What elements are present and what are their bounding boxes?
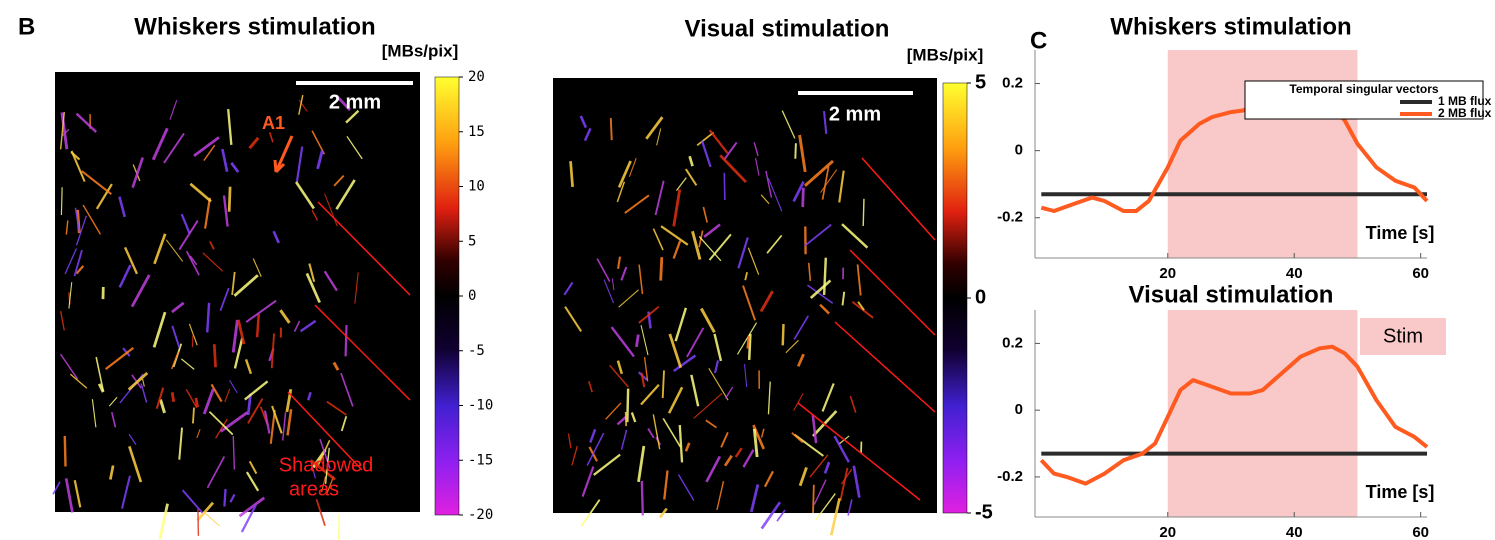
vessel: [214, 344, 215, 367]
vessel: [61, 187, 62, 215]
vessel: [65, 436, 66, 467]
colorbar-tick-label: 5: [975, 71, 986, 93]
vessel: [611, 118, 612, 140]
vessel: [663, 370, 664, 398]
vessel: [626, 412, 627, 426]
colorbar-tick-label: 0: [468, 288, 476, 304]
colorbar-label: [MBs/pix]: [382, 41, 459, 60]
colorbar-tick-label: 20: [468, 69, 485, 85]
legend-label: 2 MB flux: [1438, 106, 1492, 120]
colorbar: [943, 83, 967, 513]
vessel: [204, 512, 219, 525]
colorbar-tick-label: -5: [975, 501, 993, 523]
colorbar: [435, 77, 459, 515]
y-tick-label: 0.2: [1002, 75, 1023, 92]
colorbar-tick-label: 0: [975, 286, 986, 308]
scale-bar-label: 2 mm: [329, 91, 381, 113]
y-tick-label: -0.2: [997, 468, 1023, 485]
vessel: [172, 392, 173, 402]
vessel: [193, 408, 194, 424]
annotation: Stim: [1383, 325, 1423, 347]
vessel: [724, 173, 725, 200]
x-tick-label: 40: [1286, 524, 1303, 540]
x-tick-label: 20: [1159, 524, 1176, 540]
vessel: [748, 336, 749, 349]
chart-title: Visual stimulation: [1129, 281, 1334, 308]
annotation: Shadowed: [279, 454, 374, 476]
legend-title: Temporal singular vectors: [1289, 82, 1438, 96]
colorbar-tick-label: -15: [468, 452, 493, 468]
colorbar-tick-label: -20: [468, 507, 493, 523]
vessel: [627, 389, 628, 423]
image-title: Whiskers stimulation: [134, 13, 375, 40]
chart-title: Whiskers stimulation: [1110, 13, 1351, 40]
vessel: [783, 324, 784, 345]
y-tick-label: 0.2: [1002, 334, 1023, 351]
stim-span: [1168, 310, 1358, 517]
vessel: [192, 335, 193, 347]
figure: B C Whiskers stimulation Visual stimulat…: [0, 0, 1495, 540]
vessel: [257, 314, 259, 337]
panel-label: C: [1030, 27, 1047, 54]
vessel: [795, 143, 796, 159]
annotation: areas: [289, 478, 339, 500]
vessel: [661, 257, 662, 280]
vessel: [642, 481, 643, 515]
x-axis-label: Time [s]: [1366, 223, 1435, 243]
colorbar-tick-label: 10: [468, 179, 485, 195]
colorbar-tick-label: 5: [468, 233, 476, 249]
y-tick-label: 0: [1015, 142, 1023, 159]
y-tick-label: -0.2: [997, 209, 1023, 226]
x-tick-label: 60: [1412, 524, 1429, 540]
colorbar-tick-label: -10: [468, 398, 493, 414]
vessel: [346, 325, 347, 356]
vessel: [803, 188, 804, 207]
colorbar-label: [MBs/pix]: [907, 45, 984, 64]
vessel: [636, 335, 638, 347]
x-tick-label: 20: [1159, 265, 1176, 282]
vessel: [339, 514, 340, 540]
vessel: [824, 258, 826, 295]
x-axis-label: Time [s]: [1366, 482, 1435, 502]
colorbar-tick-label: 15: [468, 124, 485, 140]
vessel: [813, 485, 814, 513]
x-tick-label: 40: [1286, 265, 1303, 282]
scale-bar-label: 2 mm: [829, 103, 881, 125]
colorbar-tick-label: -5: [468, 343, 485, 359]
panel-label: B: [18, 13, 35, 40]
annotation: A1: [262, 113, 285, 133]
vessel: [229, 187, 230, 212]
x-tick-label: 60: [1412, 265, 1429, 282]
vessel: [196, 398, 198, 407]
vessel: [224, 489, 225, 506]
y-tick-label: 0: [1015, 401, 1023, 418]
image-title: Visual stimulation: [685, 15, 890, 42]
vessel: [863, 199, 864, 226]
